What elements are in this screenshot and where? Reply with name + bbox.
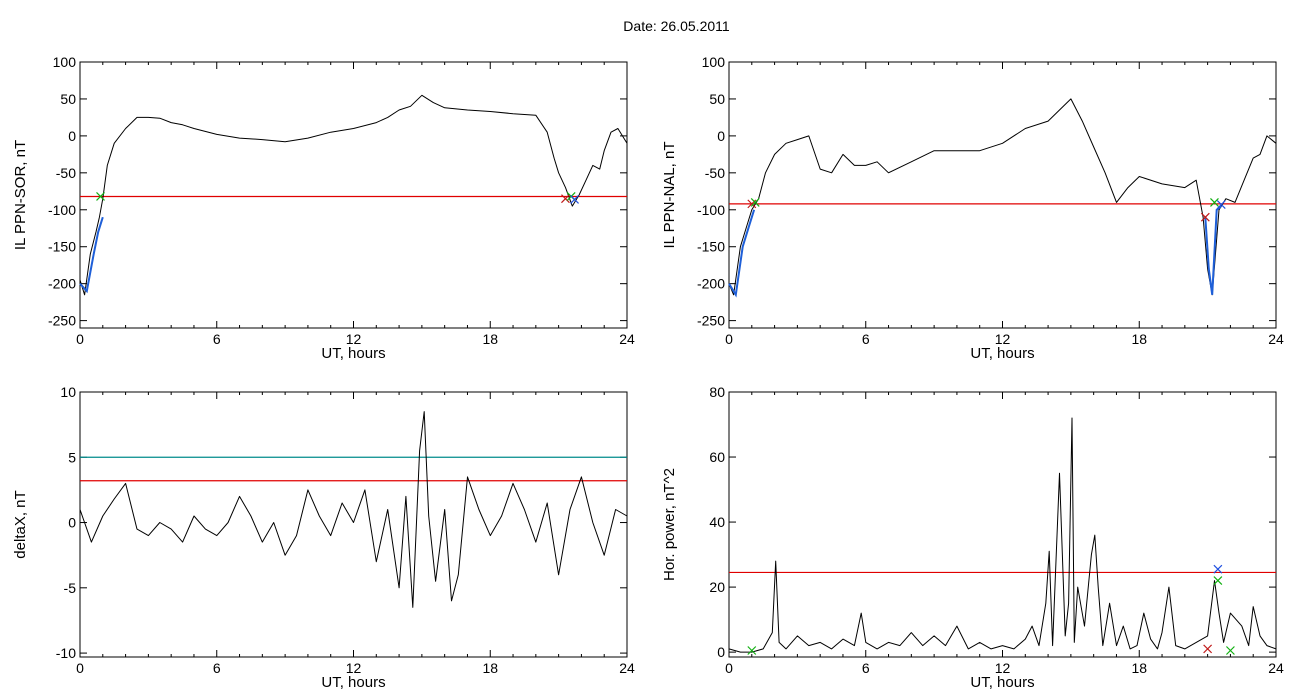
y-tick-label: -5 <box>64 580 77 596</box>
plot-frame <box>79 391 628 658</box>
x-marker-red <box>1203 644 1213 654</box>
x-tick-label: 12 <box>346 660 362 676</box>
il-ppn-sor-panel: 0 6 12 18 24 100 50 0 -50 -100 -150 -200 -250 UT, hou… <box>12 54 635 362</box>
y-axis-label: IL PPN-NAL, nT <box>661 142 678 249</box>
x-axis-label: UT, hours <box>970 674 1034 691</box>
x-tick-label: 18 <box>1131 331 1147 347</box>
y-tick-label: -150 <box>48 239 76 255</box>
y-tick-label: 80 <box>709 384 725 400</box>
x-tick-label: 6 <box>213 660 221 676</box>
plot-frame <box>728 391 1277 658</box>
x-marker-green <box>1210 197 1219 207</box>
y-tick-label: -50 <box>56 165 76 181</box>
highlight-segment <box>1204 205 1222 295</box>
x-axis-label: UT, hours <box>321 345 385 362</box>
x-marker-red <box>561 194 570 204</box>
y-tick-label: 100 <box>53 54 77 70</box>
x-tick-label: 0 <box>76 331 84 347</box>
y-axis-label: deltaX, nT <box>12 490 29 558</box>
x-tick-label: 12 <box>346 331 362 347</box>
x-marker-red <box>1200 212 1210 222</box>
x-marker-green <box>96 192 105 201</box>
y-tick-label: 10 <box>60 384 76 400</box>
plot-frame <box>79 61 628 329</box>
x-marker-green <box>1213 576 1223 586</box>
x-tick-label: 18 <box>482 660 498 676</box>
y-tick-label: 0 <box>717 128 725 144</box>
il-ppn-nal-panel: 0 6 12 18 24 100 50 0 -50 -100 -150 -200 -250 UT, hou… <box>661 54 1284 362</box>
x-tick-label: 0 <box>76 660 84 676</box>
y-tick-label: 0 <box>68 515 76 531</box>
y-tick-label: 0 <box>68 128 76 144</box>
x-marker-green <box>747 646 757 655</box>
x-tick-label: 18 <box>1131 660 1147 676</box>
x-tick-label: 24 <box>619 331 635 347</box>
y-tick-label: -250 <box>48 313 76 329</box>
x-tick-label: 6 <box>862 660 870 676</box>
y-tick-label: -200 <box>697 276 725 292</box>
y-tick-label: -250 <box>697 313 725 329</box>
y-tick-label: 50 <box>709 91 725 107</box>
y-tick-label: -50 <box>705 165 725 181</box>
x-axis-label: UT, hours <box>970 345 1034 362</box>
y-tick-label: 60 <box>709 449 725 465</box>
y-tick-label: -200 <box>48 276 76 292</box>
y-tick-label: 40 <box>709 514 725 530</box>
series-line <box>728 417 1277 653</box>
x-tick-label: 12 <box>995 660 1011 676</box>
y-tick-label: 100 <box>702 54 726 70</box>
plot-frame <box>728 61 1277 329</box>
x-axis-label: UT, hours <box>321 674 385 691</box>
y-tick-label: 50 <box>60 91 76 107</box>
x-tick-label: 0 <box>725 660 733 676</box>
y-axis-label: Hor. power, nT^2 <box>661 468 678 581</box>
y-tick-label: -150 <box>697 239 725 255</box>
y-tick-label: 0 <box>717 644 725 660</box>
x-tick-label: 24 <box>1268 660 1284 676</box>
x-tick-label: 0 <box>725 331 733 347</box>
y-tick-label: 20 <box>709 579 725 595</box>
y-tick-label: -100 <box>697 202 725 218</box>
x-tick-label: 18 <box>482 331 498 347</box>
series-line <box>728 98 1277 296</box>
highlight-segment <box>728 209 756 298</box>
x-marker-green <box>1225 646 1235 655</box>
x-marker-green <box>750 197 760 207</box>
y-tick-label: -10 <box>56 645 76 661</box>
series-line <box>79 94 628 296</box>
x-tick-label: 24 <box>619 660 635 676</box>
y-tick-label: 5 <box>68 449 76 465</box>
delta-x-panel: 0 6 12 18 24 10 5 0 -5 -10 UT, hours deltaX, nT <box>12 384 635 691</box>
figure-title: Date: 26.05.2011 <box>623 18 730 34</box>
x-tick-label: 6 <box>862 331 870 347</box>
y-tick-label: -100 <box>48 202 76 218</box>
x-marker-blue <box>570 195 580 204</box>
x-marker-blue <box>1216 200 1226 210</box>
x-tick-label: 6 <box>213 331 221 347</box>
series-line <box>79 411 628 608</box>
highlight-segment <box>79 216 104 294</box>
hor-power-panel: 0 6 12 18 24 80 60 40 20 0 UT, hours Hor. power, nT… <box>661 384 1284 691</box>
x-tick-label: 24 <box>1268 331 1284 347</box>
x-marker-blue <box>1213 564 1223 574</box>
y-axis-label: IL PPN-SOR, nT <box>12 140 29 250</box>
x-tick-label: 12 <box>995 331 1011 347</box>
